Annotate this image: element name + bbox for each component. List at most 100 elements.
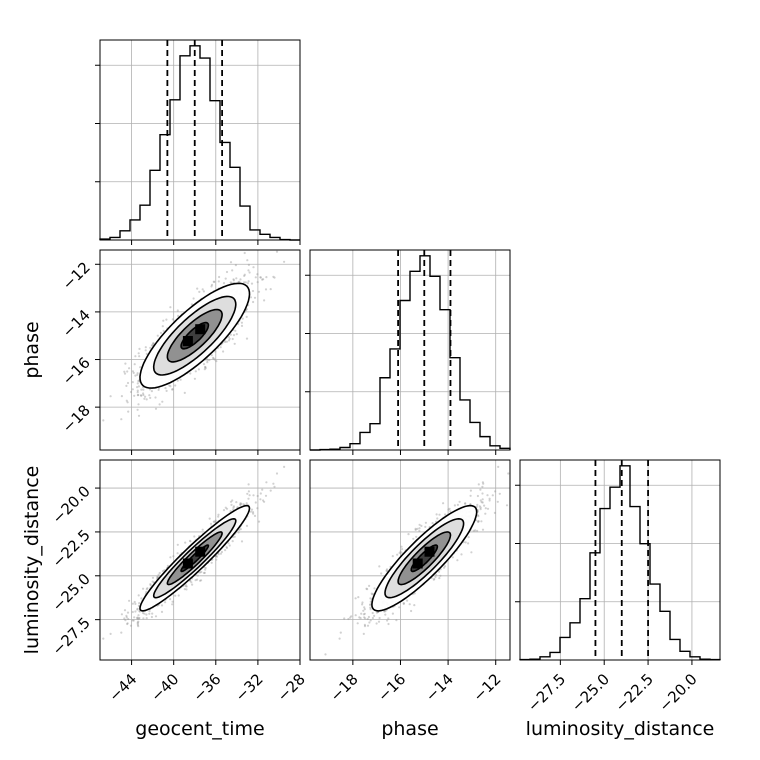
scatter-point [424, 525, 427, 529]
scatter-point [252, 300, 255, 304]
scatter-point [174, 594, 177, 597]
scatter-point [227, 339, 231, 342]
scatter-point [166, 564, 169, 568]
scatter-point [225, 546, 228, 549]
scatter-point [213, 358, 216, 361]
scatter-point [256, 281, 259, 284]
scatter-point [486, 494, 489, 497]
scatter-point [362, 613, 365, 616]
scatter-point [464, 541, 467, 544]
scatter-point [169, 306, 172, 309]
scatter-point [481, 492, 484, 495]
scatter-point [142, 393, 145, 397]
scatter-point [436, 517, 439, 520]
scatter-point [243, 281, 246, 284]
scatter-point [232, 278, 235, 281]
scatter-point [371, 593, 374, 596]
scatter-point [127, 617, 130, 621]
scatter-point [438, 513, 441, 516]
scatter-point [239, 502, 242, 505]
scatter-point [505, 504, 509, 507]
x-tick-label-geocent_time-0: −44 [105, 670, 140, 705]
scatter-point [238, 280, 241, 283]
scatter-point [158, 571, 161, 575]
scatter-point [444, 513, 447, 516]
frame-2-1 [309, 459, 511, 661]
x-axis-label-0: geocent_time [135, 718, 264, 740]
scatter-point [162, 329, 165, 332]
scatter-point [133, 363, 136, 366]
scatter-point [239, 503, 242, 506]
scatter-point [497, 465, 500, 468]
scatter-point [120, 418, 123, 421]
scatter-point [371, 616, 374, 620]
scatter-point [131, 619, 134, 622]
scatter-point [134, 602, 137, 606]
scatter-point [228, 337, 231, 340]
scatter-point [190, 581, 193, 584]
scatter-point [385, 568, 389, 571]
scatter-point [486, 507, 490, 510]
scatter-point [169, 598, 172, 601]
scatter-point [219, 552, 222, 555]
histogram-geocent_time [99, 45, 300, 241]
scatter-point [363, 625, 367, 628]
scatter-point [362, 632, 365, 636]
scatter-point [373, 587, 376, 590]
scatter-point [396, 553, 399, 556]
scatter-point [229, 333, 232, 336]
scatter-point [125, 399, 128, 402]
scatter-point [479, 488, 482, 491]
scatter-point [235, 501, 238, 504]
scatter-point [136, 391, 139, 394]
scatter-point [259, 276, 262, 279]
scatter-point [171, 388, 174, 391]
scatter-point [241, 317, 244, 320]
x-tick-label-luminosity_distance-3: −20.0 [656, 670, 701, 715]
scatter-point [232, 508, 235, 511]
panel-0-0 [95, 39, 301, 245]
scatter-point [141, 611, 145, 615]
x-tick-label-geocent_time-3: −32 [232, 670, 267, 705]
scatter-point [201, 528, 204, 531]
scatter-point [140, 394, 143, 397]
scatter-point [202, 290, 205, 293]
scatter-point [192, 297, 195, 300]
scatter-point [476, 494, 479, 498]
scatter-point [145, 398, 148, 401]
scatter-point [152, 341, 155, 345]
scatter-point [212, 357, 215, 360]
scatter-point [456, 559, 459, 562]
scatter-point [238, 528, 241, 532]
scatter-point [460, 553, 463, 556]
x-tick-label-phase-2: −14 [422, 670, 457, 705]
scatter-point [161, 400, 164, 403]
scatter-point [369, 603, 372, 606]
x-tick-label-phase-1: −16 [374, 670, 409, 705]
scatter-point [275, 472, 279, 475]
scatter-point [171, 603, 174, 606]
scatter-point [402, 602, 405, 606]
scatter-point [204, 367, 207, 370]
scatter-point [338, 637, 341, 640]
scatter-point [146, 587, 149, 590]
scatter-point [482, 482, 485, 485]
scatter-point [479, 499, 482, 502]
scatter-point [481, 501, 484, 504]
scatter-point [160, 610, 164, 614]
scatter-point [136, 623, 139, 627]
scatter-point [134, 355, 137, 358]
scatter-point [144, 346, 147, 349]
scatter-point [234, 264, 237, 267]
scatter-point [227, 335, 230, 339]
scatter-point [203, 368, 206, 371]
scatter-point [161, 570, 164, 573]
scatter-point [248, 494, 251, 497]
scatter-point [222, 350, 225, 353]
scatter-point [384, 613, 387, 616]
scatter-point [102, 637, 105, 640]
scatter-point [210, 283, 214, 286]
scatter-point [398, 606, 401, 609]
scatter-point [209, 522, 213, 526]
scatter-point [357, 596, 360, 599]
